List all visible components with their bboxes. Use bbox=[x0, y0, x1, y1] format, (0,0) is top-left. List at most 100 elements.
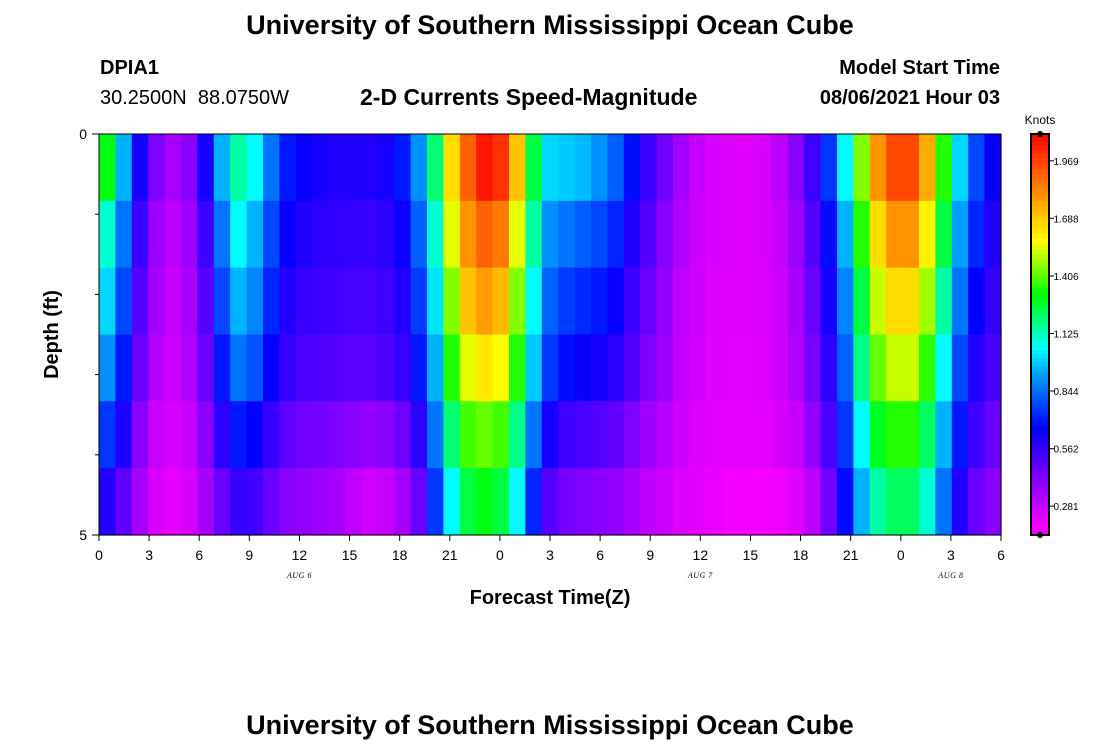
heatmap-cell bbox=[804, 134, 822, 202]
x-tick-label: 0 bbox=[496, 547, 504, 563]
heatmap-cell bbox=[361, 134, 379, 202]
colorbar-segment bbox=[1031, 182, 1049, 187]
heatmap-cell bbox=[771, 401, 789, 469]
colorbar-segment bbox=[1031, 266, 1049, 271]
heatmap-cell bbox=[328, 334, 346, 402]
colorbar-segment bbox=[1031, 198, 1049, 203]
heatmap-cell bbox=[263, 134, 280, 202]
heatmap-cell bbox=[148, 401, 166, 469]
heatmap-cell bbox=[656, 134, 674, 202]
x-tick-label: 9 bbox=[646, 547, 654, 563]
heatmap-cell bbox=[377, 267, 395, 336]
heatmap-cell bbox=[99, 468, 116, 536]
heatmap-cell bbox=[574, 401, 592, 469]
heatmap-cell bbox=[919, 334, 936, 402]
colorbar-segment bbox=[1031, 230, 1049, 235]
colorbar-segment bbox=[1031, 218, 1049, 223]
colorbar-segment bbox=[1031, 350, 1049, 356]
colorbar-segment bbox=[1031, 426, 1049, 432]
heatmap-cell bbox=[443, 200, 461, 269]
heatmap-cell bbox=[755, 200, 772, 269]
heatmap-cell bbox=[607, 401, 625, 469]
colorbar-segment bbox=[1031, 518, 1049, 524]
x-tick-label: 12 bbox=[693, 547, 709, 563]
heatmap-cell bbox=[607, 267, 625, 336]
colorbar-segment bbox=[1031, 202, 1049, 207]
heatmap-cell bbox=[738, 334, 756, 402]
heatmap-cell bbox=[541, 200, 559, 269]
heatmap-cell bbox=[148, 468, 166, 536]
y-axis-title: Depth (ft) bbox=[41, 290, 63, 379]
heatmap-cell bbox=[640, 401, 658, 469]
heatmap-cell bbox=[968, 134, 986, 202]
colorbar-tick-label: 1.406 bbox=[1053, 272, 1078, 283]
heatmap-cell bbox=[279, 334, 297, 402]
heatmap-cell bbox=[394, 200, 412, 269]
heatmap-cell bbox=[230, 468, 248, 536]
heatmap-cell bbox=[328, 200, 346, 269]
heatmap-cell bbox=[99, 134, 116, 202]
heatmap-cell bbox=[591, 267, 608, 336]
heatmap-cell bbox=[181, 468, 198, 536]
heatmap-cell bbox=[837, 200, 854, 269]
heatmap-cell bbox=[99, 267, 116, 336]
heatmap-cell bbox=[951, 134, 969, 202]
heatmap-cell bbox=[886, 134, 904, 202]
heatmap-cell bbox=[558, 334, 576, 402]
heatmap-cell bbox=[263, 267, 280, 336]
heatmap-cell bbox=[673, 200, 690, 269]
heatmap-cell bbox=[689, 401, 707, 469]
x-tick-label: 21 bbox=[843, 547, 859, 563]
colorbar-segment bbox=[1031, 474, 1049, 480]
heatmap-cell bbox=[181, 334, 198, 402]
heatmap-cell bbox=[246, 468, 264, 536]
heatmap-cell bbox=[197, 267, 215, 336]
colorbar-tick-label: 1.125 bbox=[1053, 329, 1078, 340]
colorbar-segment bbox=[1031, 330, 1049, 336]
colorbar-segment bbox=[1031, 478, 1049, 484]
model-start-value: 08/06/2021 Hour 03 bbox=[819, 87, 1000, 109]
colorbar-segment bbox=[1031, 186, 1049, 191]
heatmap-cell bbox=[525, 267, 543, 336]
heatmap-cell bbox=[230, 401, 248, 469]
heatmap-cell bbox=[722, 334, 740, 402]
colorbar-segment bbox=[1031, 250, 1049, 255]
heatmap-cell bbox=[459, 200, 477, 269]
heatmap-cell bbox=[213, 134, 231, 202]
colorbar-segment bbox=[1031, 430, 1049, 436]
x-tick-label: 3 bbox=[947, 547, 955, 563]
heatmap-cell bbox=[689, 267, 707, 336]
heatmap-cell bbox=[459, 401, 477, 469]
colorbar-segment bbox=[1031, 490, 1049, 496]
heatmap-cell bbox=[951, 267, 969, 336]
heatmap-cell bbox=[263, 468, 280, 536]
colorbar-segment bbox=[1031, 402, 1049, 408]
heatmap-cell bbox=[476, 267, 494, 336]
heatmap-cell bbox=[246, 334, 264, 402]
heatmap-cell bbox=[886, 468, 904, 536]
heatmap-cell bbox=[361, 200, 379, 269]
colorbar-segment bbox=[1031, 510, 1049, 516]
heatmap-cell bbox=[509, 334, 526, 402]
heatmap-cell bbox=[164, 401, 182, 469]
heatmap-cell bbox=[689, 468, 707, 536]
heatmap-cell bbox=[328, 267, 346, 336]
heatmap-cell bbox=[148, 200, 166, 269]
heatmap-cell bbox=[377, 334, 395, 402]
colorbar-segment bbox=[1031, 378, 1049, 384]
heatmap-cell bbox=[410, 468, 428, 536]
chart-subtitle: 2-D Currents Speed-Magnitude bbox=[360, 84, 698, 110]
heatmap-cell bbox=[705, 468, 723, 536]
colorbar-segment bbox=[1031, 170, 1049, 175]
heatmap-cell bbox=[886, 401, 904, 469]
heatmap-cell bbox=[755, 267, 772, 336]
heatmap-cell bbox=[492, 334, 510, 402]
heatmap-cell bbox=[689, 334, 707, 402]
heatmap-cell bbox=[410, 334, 428, 402]
heatmap-cell bbox=[99, 200, 116, 269]
heatmap-cell bbox=[263, 334, 280, 402]
heatmap-cell bbox=[213, 267, 231, 336]
heatmap-cell bbox=[984, 267, 1002, 336]
colorbar-segment bbox=[1031, 310, 1049, 316]
